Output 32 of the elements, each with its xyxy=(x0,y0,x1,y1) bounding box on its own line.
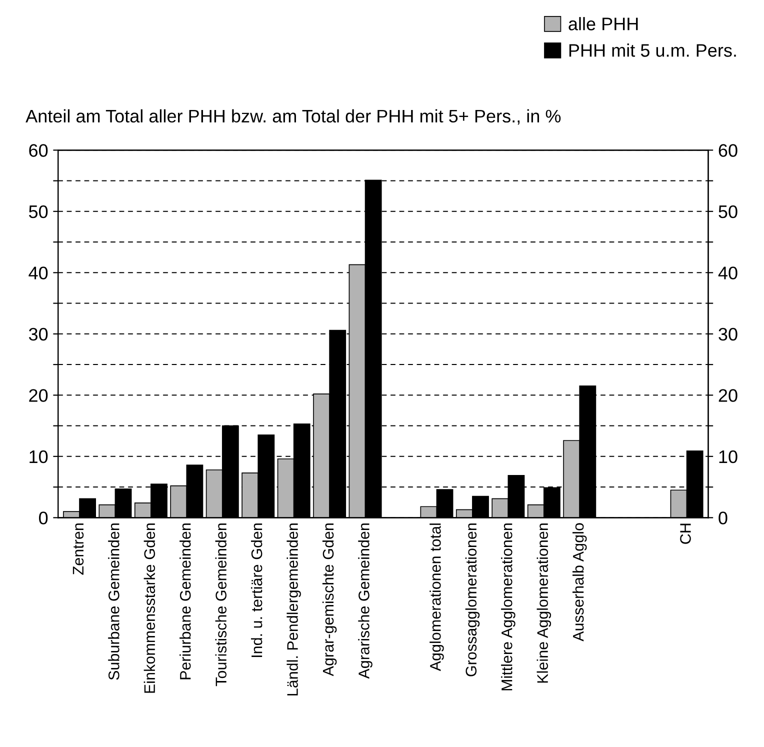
legend-label: alle PHH xyxy=(568,17,638,30)
y2-tick-label: 0 xyxy=(718,512,728,524)
x-tick-label: Suburbane Gemeinden xyxy=(108,524,120,680)
y-tick-label: 20 xyxy=(29,389,48,402)
x-tick-label: Grossagglomerationen xyxy=(465,524,480,676)
y-tick-label: 60 xyxy=(29,144,48,157)
y-tick-label: 30 xyxy=(28,328,48,341)
x-tick-label: Zentren xyxy=(72,524,84,575)
x-tick-label: CH xyxy=(680,524,691,544)
y2-tick-label: 20 xyxy=(718,389,738,402)
y2-tick-label: 60 xyxy=(718,144,738,157)
y2-tick-label: 50 xyxy=(718,205,738,218)
x-tick-label: Einkommensstarke Gden xyxy=(144,524,156,693)
x-tick-label: Agrarische Gemeinden xyxy=(358,524,372,679)
y2-tick-label: 30 xyxy=(718,328,738,341)
legend-label: PHH mit 5 u.m. Pers. xyxy=(569,44,736,57)
y2-tick-label: 40 xyxy=(718,266,738,280)
x-tick-label: Ind. u. tertiäre Gden xyxy=(250,524,262,657)
y-tick-label: 0 xyxy=(39,512,48,524)
x-tick-label: Mittlere Agglomerationen xyxy=(501,524,516,690)
y-tick-label: 10 xyxy=(30,450,48,464)
x-tick-label: Agrar-gemischte Gden xyxy=(322,524,337,676)
y2-tick-label: 10 xyxy=(719,450,738,464)
x-tick-label: Touristische Gemeinden xyxy=(215,524,226,686)
x-tick-label: Periurbane Gemeinden xyxy=(180,524,191,680)
x-tick-label: Kleine Agglomerationen xyxy=(536,524,552,683)
x-tick-label: Agglomerationen total xyxy=(430,524,444,672)
y-tick-label: 40 xyxy=(28,266,48,280)
x-tick-label: Ländl. Pendlergemeinden xyxy=(286,524,301,696)
chart-title: Anteil am Total aller PHH bzw. am Total der PHH mit 5+ Pers., in % xyxy=(26,109,561,125)
x-tick-label: Ausserhalb Agglo xyxy=(572,523,587,642)
y-tick-label: 50 xyxy=(28,205,48,218)
